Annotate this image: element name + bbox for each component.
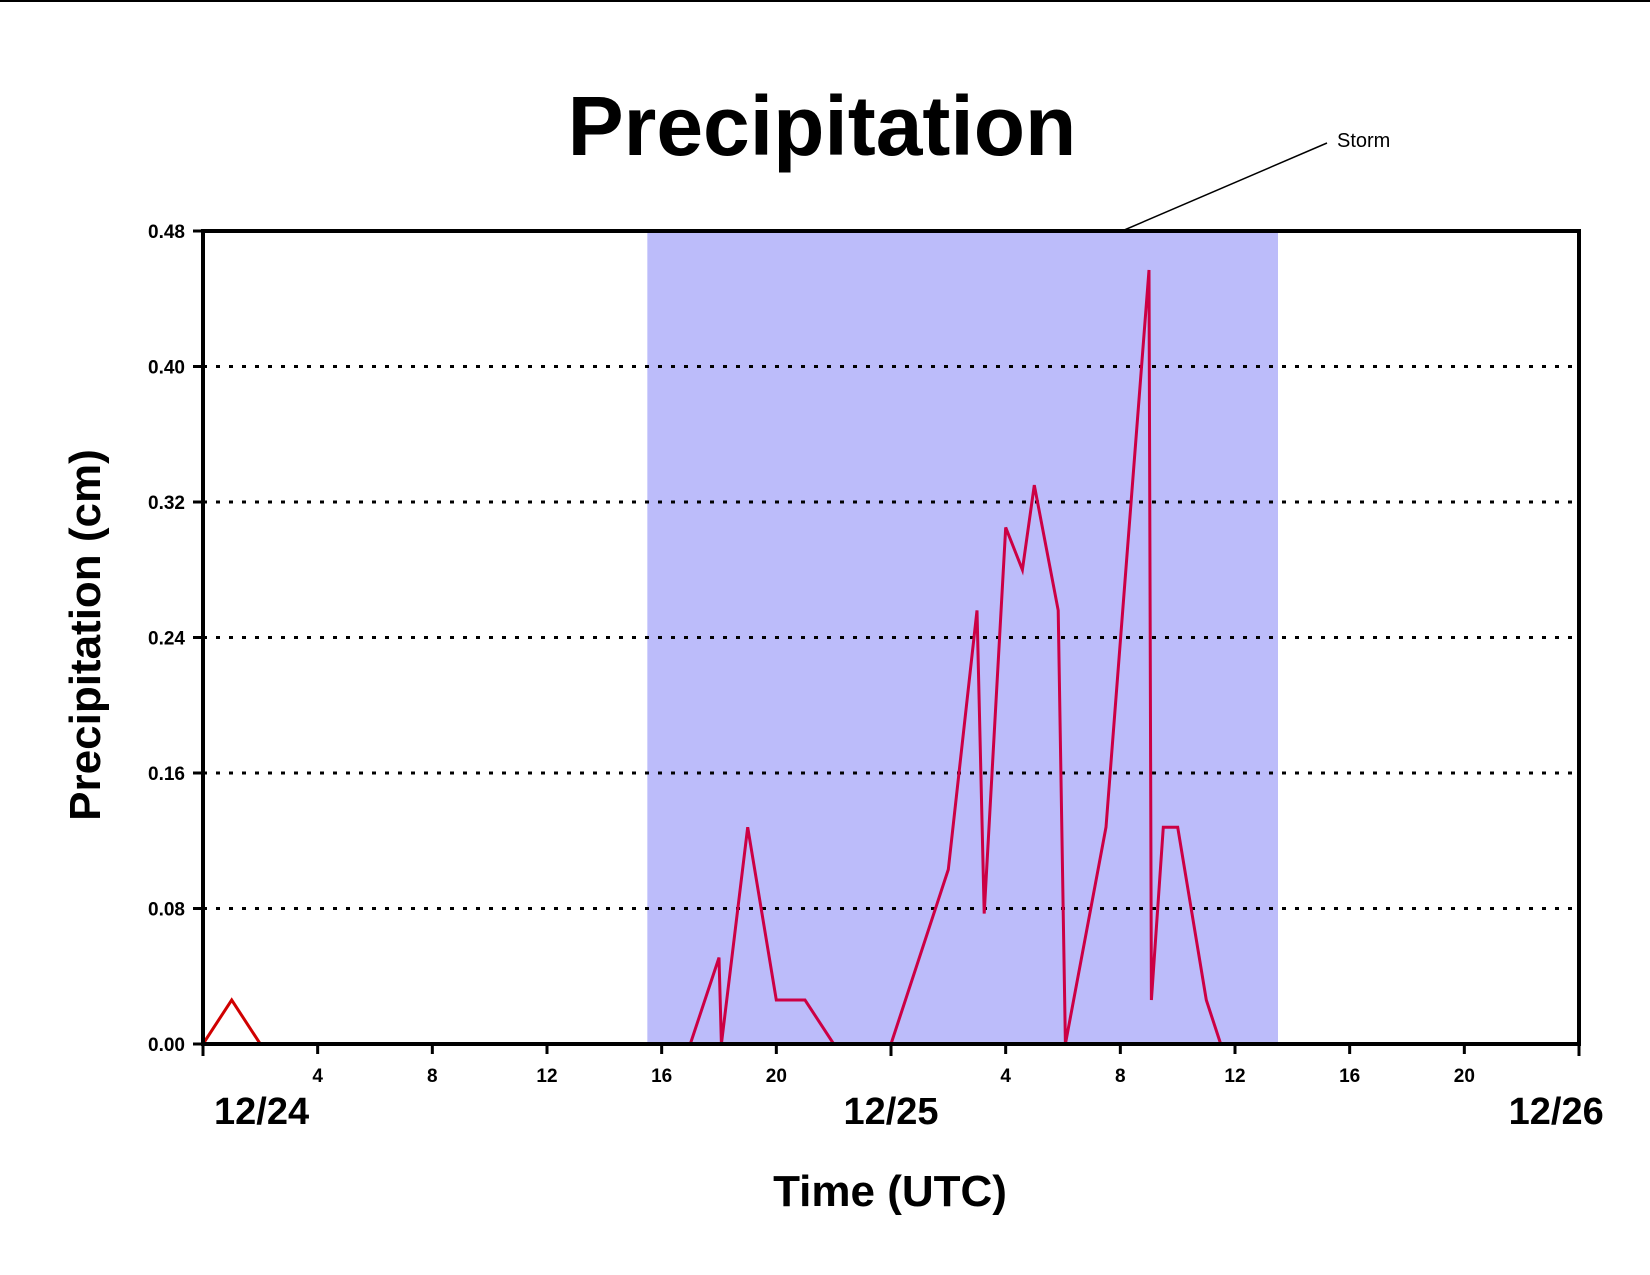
date-label: 12/25 (843, 1091, 938, 1133)
x-axis-label: Time (UTC) (773, 1167, 1007, 1216)
x-tick-label: 16 (1339, 1066, 1360, 1087)
storm-annotation: Storm (1337, 130, 1390, 152)
y-tick-label: 0.08 (148, 900, 185, 921)
y-tick-label: 0.24 (148, 629, 185, 650)
precipitation-series-line (647, 269, 1278, 1046)
y-tick-label: 0.00 (148, 1035, 185, 1056)
x-tick-label: 20 (766, 1066, 787, 1087)
x-tick-label: 4 (312, 1066, 323, 1087)
storm-period-shading (647, 231, 1278, 1044)
x-tick-label: 20 (1454, 1066, 1475, 1087)
precipitation-series-line (201, 997, 648, 1046)
x-tick-label: 8 (427, 1066, 438, 1087)
x-tick-label: 8 (1115, 1066, 1126, 1087)
y-tick-label: 0.40 (148, 358, 185, 379)
x-tick-label: 12 (1224, 1066, 1245, 1087)
date-label: 12/24 (214, 1091, 309, 1133)
x-tick-label: 4 (1000, 1066, 1011, 1087)
x-tick-label: 12 (536, 1066, 557, 1087)
top-rule (0, 0, 1650, 2)
y-tick-label: 0.16 (148, 764, 185, 785)
date-label: 12/26 (1509, 1091, 1604, 1133)
storm-callout-line (1121, 142, 1328, 232)
y-tick-label: 0.48 (148, 222, 185, 243)
chart-title: Precipitation (568, 79, 1077, 173)
y-axis-label: Precipitation (cm) (61, 449, 110, 821)
y-tick-label: 0.32 (148, 493, 185, 514)
x-tick-label: 16 (651, 1066, 672, 1087)
